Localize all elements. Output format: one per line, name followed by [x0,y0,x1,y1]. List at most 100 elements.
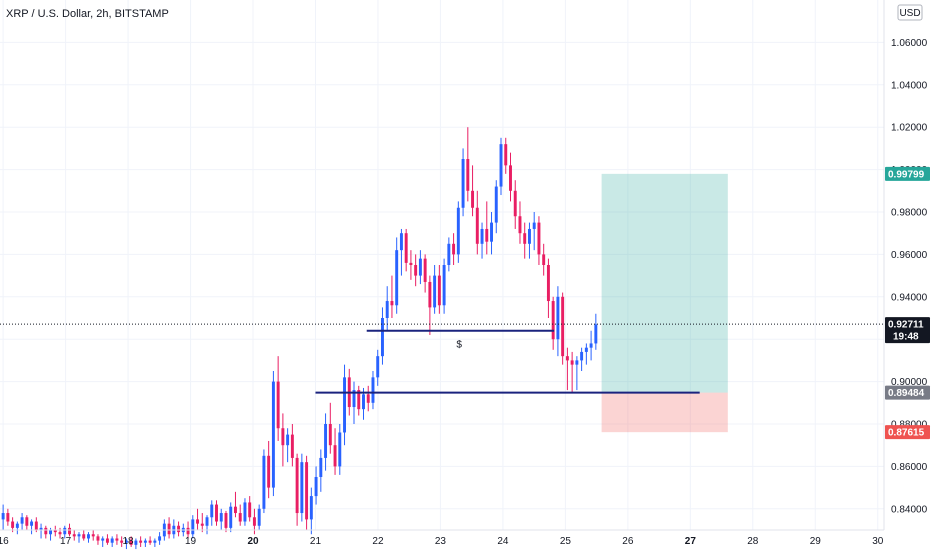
candle [504,137,508,174]
candle [30,519,34,535]
candle-body [143,540,147,543]
candle-body [418,258,422,276]
candle [466,127,470,202]
grid [0,0,884,530]
dollar-annotation[interactable]: $ [456,340,462,351]
candle-body [575,360,579,365]
candle-body [177,525,181,533]
currency-button[interactable]: USD [897,4,923,21]
price-tag-box [885,317,930,344]
candle [129,536,133,547]
candle [305,455,309,530]
candle-body [257,508,261,526]
candle-body [87,534,90,539]
candle-body [196,519,200,524]
candle-body [305,462,309,520]
x-tick-label: 20 [247,536,259,547]
candle [77,532,81,543]
candle [546,258,550,318]
currency-label: USD [899,8,920,19]
candle [105,534,109,545]
candle [551,296,555,350]
price-tag-box [885,166,930,181]
candle [433,265,437,314]
candle [452,233,456,265]
candle [290,424,294,467]
candle-body [542,254,546,265]
candle [584,343,588,365]
target-zone[interactable] [601,173,728,393]
target-price-tag: 0.99799 [885,166,930,181]
candle [395,237,399,314]
candle [447,237,451,272]
candle-body [271,381,275,488]
candle-body [490,222,493,242]
candle-body [414,265,418,276]
candle-body [15,523,19,528]
levels[interactable]: $ [0,323,884,394]
candle [172,519,176,539]
candle-body [580,351,584,361]
candle-body [252,517,256,526]
candle [271,371,275,497]
candle [333,428,337,475]
candle-body [20,517,24,524]
candle [177,521,181,537]
candle [343,364,346,446]
candle [300,453,304,522]
candle-body [433,275,437,308]
candle [594,313,598,350]
position-zones[interactable] [601,173,728,433]
stop-zone[interactable] [601,392,728,433]
candle-body [6,513,10,522]
candle-body [96,536,100,541]
candle-body [395,250,399,306]
price-tag-label: 0.89484 [888,388,925,399]
candle-body [475,207,479,244]
x-tick-label: 28 [747,536,759,547]
candle [167,517,171,539]
candle [338,424,342,475]
candle-body [466,159,470,191]
y-tick-label: 0.90000 [891,377,928,388]
candle-body [456,207,460,255]
candle [20,513,24,530]
x-tick-label: 26 [622,536,634,547]
candle [148,536,152,545]
x-tick-label: 25 [560,536,572,547]
candle-body [148,540,152,543]
candle-body [186,527,190,535]
candle [461,148,465,217]
candle [518,201,522,244]
candle [200,513,204,533]
candle-body [233,506,237,514]
candle-body [319,457,323,477]
candle [286,428,290,463]
candle [295,453,299,526]
candle-body [556,296,560,340]
x-tick-label: 21 [310,536,322,547]
candle-body [153,540,157,543]
candle-body [63,527,67,535]
candle [376,349,380,386]
candle-body [295,457,299,514]
candle [456,201,460,263]
candle-body [376,356,380,378]
candle-body [219,513,223,522]
y-tick-label: 0.88000 [891,420,928,431]
candle-body [532,222,536,229]
candle-body [499,144,503,187]
candle [385,286,389,331]
candle [471,165,475,217]
candle [82,530,86,541]
candle-body [561,296,565,357]
candle-body [276,381,280,429]
candle-body [399,233,403,251]
candle-body [589,343,593,348]
candle [87,532,90,543]
candle-body [44,527,48,535]
candle-body [584,347,588,352]
candle [134,538,138,550]
